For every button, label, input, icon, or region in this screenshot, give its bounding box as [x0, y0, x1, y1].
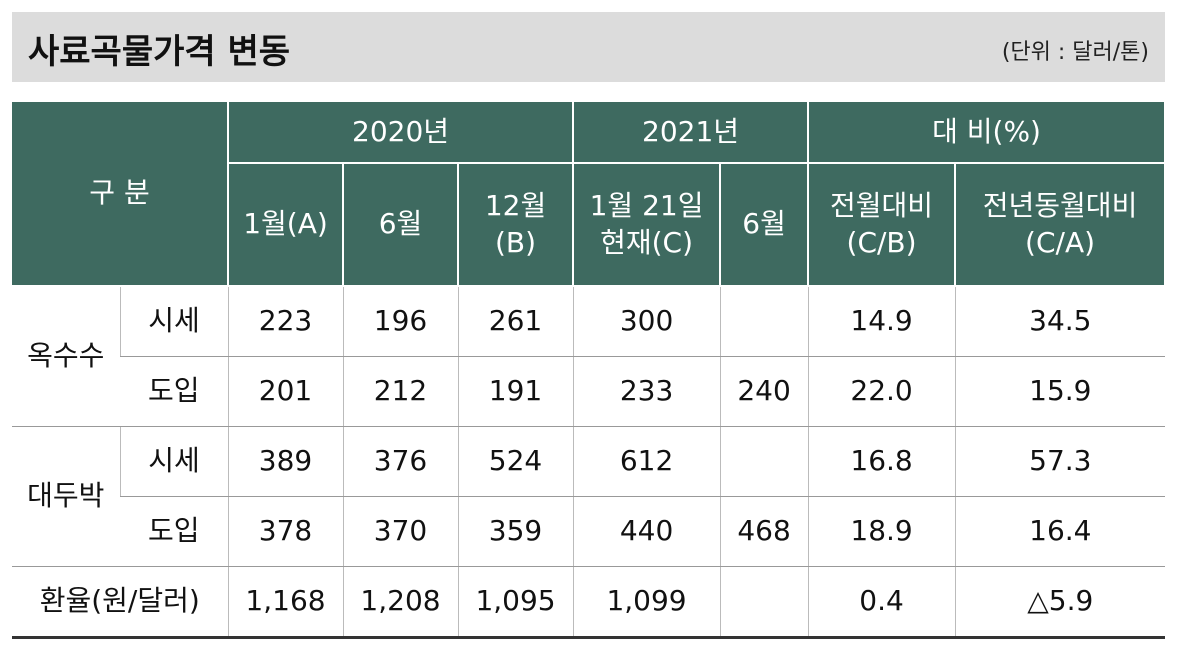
value-cell: 18.9 — [807, 496, 956, 567]
section-label: 옥수수 — [12, 286, 120, 427]
table-head: 구 분 2020년 2021년 대 비(%) 1월(A) 6월 12월 (B) 1월 21일 현재… — [12, 100, 1167, 287]
body-row: 대두박 시세 389 376 524 612 16.8 57.3 — [12, 426, 1166, 567]
column-header-line: (B) — [495, 225, 537, 259]
column-header: 6월 — [719, 162, 810, 287]
corner-header: 구 분 — [12, 100, 230, 287]
value-cell: 440 — [572, 496, 721, 567]
header-row: 구 분 2020년 2021년 대 비(%) — [12, 100, 1167, 287]
value-cell: 196 — [342, 286, 459, 357]
value-cell: 22.0 — [807, 356, 956, 427]
value-cell: 223 — [227, 286, 344, 357]
column-header: 1월(A) — [227, 162, 345, 287]
value-cell: 468 — [719, 496, 809, 567]
column-header: 12월 (B) — [457, 162, 575, 287]
unit-note: (단위 : 달러/톤) — [1001, 40, 1149, 65]
body-row: 도입 201 212 191 233 240 22.0 15.9 — [12, 356, 1166, 427]
column-header-line: 6월 — [378, 207, 423, 241]
row-label: 도입 — [120, 496, 229, 567]
value-cell: 612 — [572, 426, 721, 497]
value-cell: 34.5 — [954, 286, 1166, 357]
header-row: 1월(A) 6월 12월 (B) 1월 21일 현재(C) 6월 전월대비 (C/B) 전년동월대… — [12, 162, 1167, 287]
title: 사료곡물가격 변동 — [28, 32, 291, 72]
value-cell: 370 — [342, 496, 459, 567]
value-cell: △5.9 — [954, 566, 1166, 639]
value-cell: 212 — [342, 356, 459, 427]
value-cell: 1,099 — [572, 566, 721, 639]
group-header: 2021년 — [572, 100, 810, 164]
group-header: 2020년 — [227, 100, 575, 164]
row-label: 도입 — [120, 356, 229, 427]
title-bar: 사료곡물가격 변동 (단위 : 달러/톤) — [12, 12, 1165, 82]
footer-row: 환율(원/달러) 1,168 1,208 1,095 1,099 0.4 △5.9 — [12, 566, 1166, 639]
column-header: 1월 21일 현재(C) — [572, 162, 722, 287]
value-cell: 16.4 — [954, 496, 1166, 567]
column-header-line: 현재(C) — [600, 225, 693, 259]
group-header: 대 비(%) — [807, 100, 1167, 164]
body-row: 도입 378 370 359 440 468 18.9 16.4 — [12, 496, 1166, 567]
empty-cell — [719, 566, 809, 639]
column-header-line: 전월대비 — [830, 189, 934, 223]
value-cell: 300 — [572, 286, 721, 357]
value-cell: 201 — [227, 356, 344, 427]
column-header-line: 12월 — [484, 189, 547, 223]
row-label: 시세 — [119, 286, 229, 357]
value-cell: 14.9 — [807, 286, 956, 357]
value-cell: 261 — [457, 286, 574, 357]
value-cell: 378 — [227, 496, 344, 567]
value-cell: 389 — [227, 426, 344, 497]
value-cell: 233 — [572, 356, 721, 427]
column-header: 전월대비 (C/B) — [807, 162, 957, 287]
value-cell: 16.8 — [807, 426, 956, 497]
table-body: 옥수수 시세 223 196 261 300 14.9 34.5 도입 201 212 191 233 2… — [12, 286, 1166, 639]
column-header: 6월 — [342, 162, 460, 287]
column-header-line: 1월 21일 — [589, 189, 704, 223]
value-cell: 0.4 — [807, 566, 956, 639]
column-header-line: 전년동월대비 — [982, 189, 1138, 223]
empty-cell — [719, 286, 809, 357]
value-cell: 191 — [457, 356, 574, 427]
body-row: 옥수수 시세 223 196 261 300 14.9 34.5 — [12, 286, 1166, 427]
value-cell: 1,095 — [457, 566, 574, 639]
column-header: 전년동월대비 (C/A) — [954, 162, 1167, 287]
empty-cell — [719, 426, 809, 497]
row-label: 시세 — [119, 426, 229, 497]
column-header-line: (C/A) — [1025, 225, 1096, 259]
column-header-line: 6월 — [742, 207, 786, 241]
value-cell: 240 — [719, 356, 809, 427]
value-cell: 57.3 — [954, 426, 1166, 497]
value-cell: 524 — [457, 426, 574, 497]
row-label: 환율(원/달러) — [12, 566, 229, 639]
column-header-line: 1월(A) — [243, 207, 328, 241]
price-table: 구 분 2020년 2021년 대 비(%) 1월(A) 6월 12월 (B) 1월 21일 현재… — [12, 100, 1167, 639]
value-cell: 1,168 — [227, 566, 344, 639]
value-cell: 359 — [457, 496, 574, 567]
value-cell: 376 — [342, 426, 459, 497]
value-cell: 1,208 — [342, 566, 459, 639]
column-header-line: (C/B) — [846, 225, 917, 259]
value-cell: 15.9 — [954, 356, 1166, 427]
section-label: 대두박 — [12, 426, 120, 567]
